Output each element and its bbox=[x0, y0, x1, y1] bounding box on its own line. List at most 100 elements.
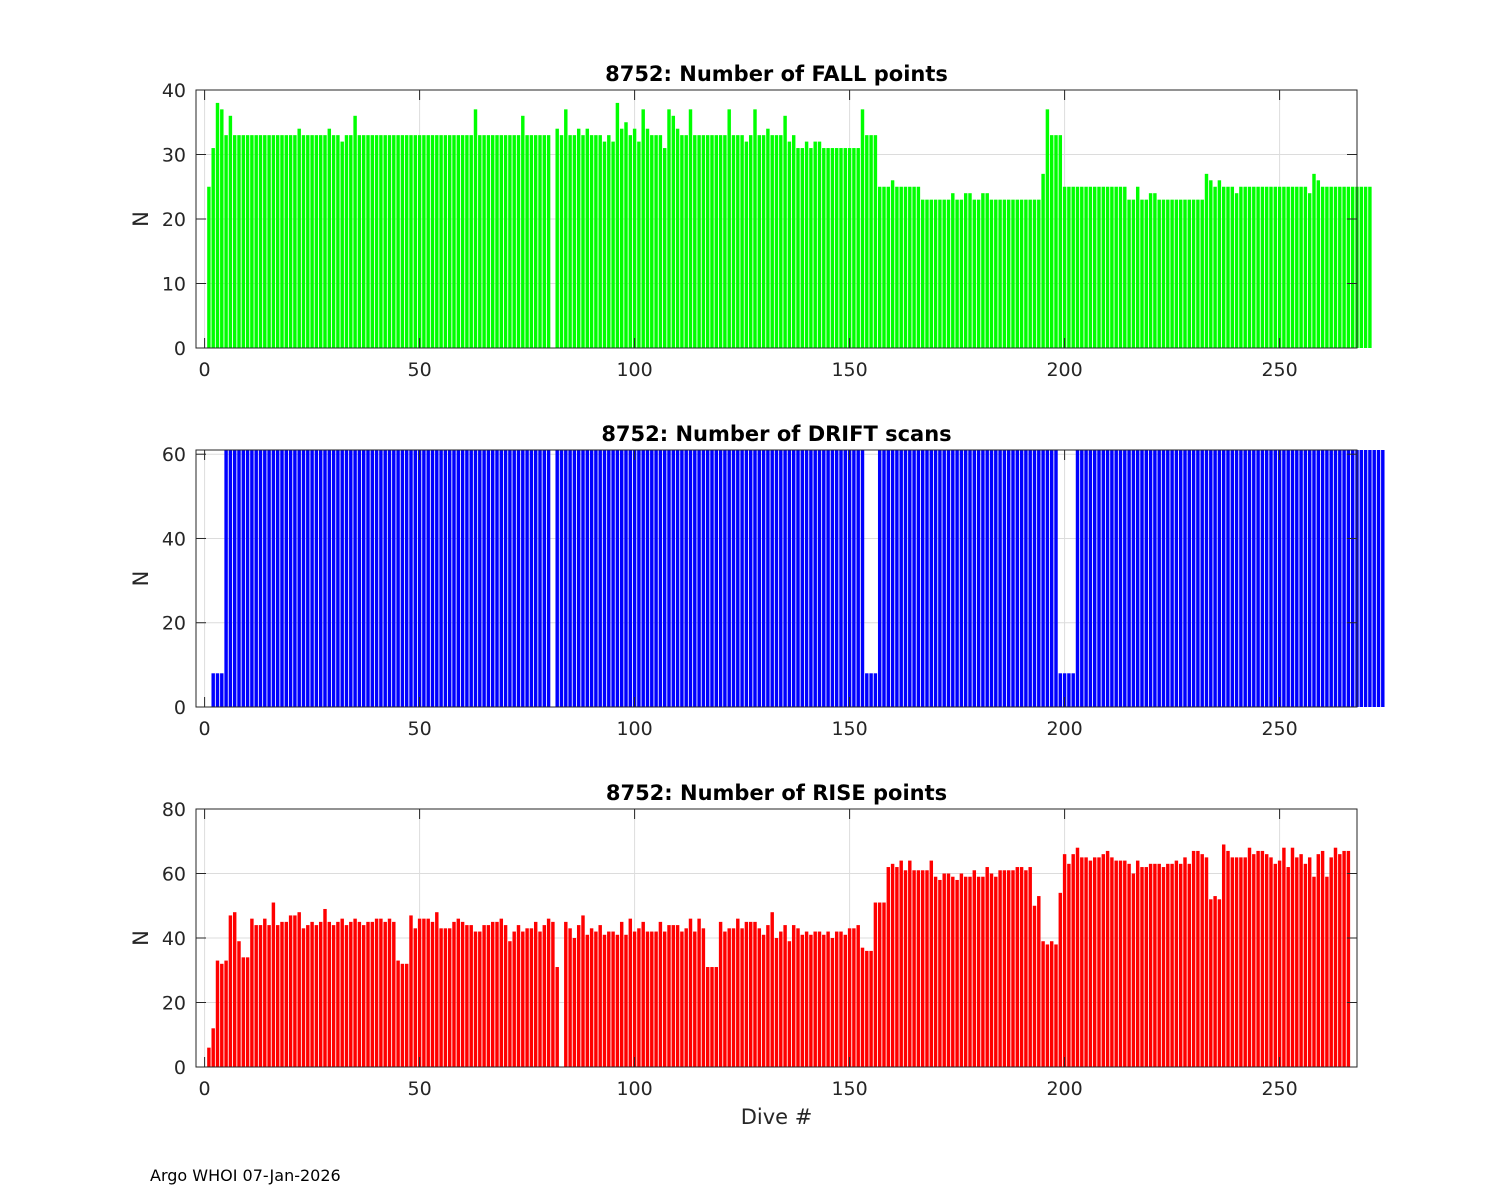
rise-bar bbox=[989, 873, 994, 1067]
drift-bar bbox=[989, 450, 994, 707]
drift-bar bbox=[723, 450, 727, 707]
rise-bar bbox=[207, 1047, 211, 1067]
fall-bar bbox=[1148, 193, 1153, 348]
fall-bar bbox=[968, 193, 972, 348]
fall-bar bbox=[508, 135, 512, 348]
fall-bar bbox=[787, 141, 792, 348]
rise-bar bbox=[508, 941, 512, 1067]
fall-bar bbox=[572, 135, 577, 348]
fall-bar bbox=[568, 135, 572, 348]
rise-bar bbox=[254, 925, 258, 1067]
rise-bar bbox=[916, 870, 921, 1067]
rise-bar bbox=[288, 915, 293, 1067]
drift-bar bbox=[753, 450, 757, 707]
fall-bar bbox=[925, 199, 929, 348]
fall-bar bbox=[331, 135, 336, 348]
fall-bar bbox=[284, 135, 289, 348]
rise-y-tick-label: 0 bbox=[174, 1057, 186, 1079]
rise-bar bbox=[882, 902, 886, 1067]
drift-bar bbox=[564, 450, 568, 707]
drift-bar bbox=[1346, 450, 1351, 707]
drift-x-tick-label: 200 bbox=[1046, 718, 1082, 740]
rise-bar bbox=[331, 925, 336, 1067]
fall-bar bbox=[1273, 186, 1278, 348]
drift-bar bbox=[1006, 450, 1011, 707]
fall-bar bbox=[1239, 186, 1243, 348]
rise-bar bbox=[232, 912, 237, 1067]
fall-bar bbox=[263, 135, 267, 348]
fall-bar bbox=[628, 135, 633, 348]
rise-bar bbox=[241, 957, 246, 1067]
fall-bar bbox=[1209, 180, 1213, 348]
fall-bar bbox=[559, 135, 564, 348]
fall-bar bbox=[297, 128, 301, 348]
rise-bar bbox=[323, 908, 327, 1067]
rise-bar bbox=[852, 928, 856, 1067]
drift-bar bbox=[718, 450, 723, 707]
drift-y-tick-label: 20 bbox=[162, 613, 186, 635]
rise-bar bbox=[1110, 857, 1114, 1067]
drift-bar bbox=[1062, 673, 1067, 707]
fall-bar bbox=[1368, 186, 1372, 348]
drift-bar bbox=[710, 450, 714, 707]
fall-bar bbox=[473, 109, 478, 348]
fall-y-tick-label: 30 bbox=[162, 145, 186, 167]
rise-bar bbox=[1097, 857, 1101, 1067]
rise-bar bbox=[1071, 854, 1075, 1067]
rise-bar bbox=[473, 931, 478, 1067]
drift-bar bbox=[435, 450, 439, 707]
fall-bar bbox=[361, 135, 366, 348]
rise-bar bbox=[284, 921, 289, 1067]
fall-bar bbox=[383, 135, 387, 348]
drift-bar bbox=[624, 450, 628, 707]
drift-bar bbox=[1338, 450, 1342, 707]
fall-bar bbox=[731, 135, 736, 348]
fall-bar bbox=[1325, 186, 1329, 348]
drift-bar bbox=[1372, 450, 1376, 707]
fall-bar bbox=[589, 135, 594, 348]
rise-bar bbox=[409, 915, 413, 1067]
rise-bar bbox=[435, 912, 439, 1067]
fall-bar bbox=[1187, 199, 1192, 348]
fall-bar bbox=[323, 135, 327, 348]
drift-bar bbox=[1131, 450, 1136, 707]
fall-bar bbox=[430, 135, 435, 348]
drift-bar bbox=[1230, 450, 1235, 707]
drift-bar bbox=[873, 673, 878, 707]
fall-bar bbox=[1260, 186, 1265, 348]
rise-bar bbox=[723, 931, 727, 1067]
rise-bar bbox=[211, 1028, 215, 1067]
drift-bar bbox=[770, 450, 774, 707]
rise-bar bbox=[787, 941, 792, 1067]
fall-bar bbox=[1320, 186, 1325, 348]
fall-bar bbox=[1080, 186, 1084, 348]
drift-bar bbox=[460, 450, 465, 707]
drift-bar bbox=[890, 450, 895, 707]
rise-bar bbox=[985, 867, 989, 1067]
rise-bar bbox=[417, 918, 422, 1067]
drift-bar bbox=[361, 450, 366, 707]
drift-bar bbox=[607, 450, 611, 707]
drift-bar bbox=[1049, 450, 1054, 707]
fall-bar bbox=[1157, 199, 1161, 348]
rise-bar bbox=[1166, 863, 1170, 1067]
drift-y-tick-label: 0 bbox=[174, 697, 186, 719]
fall-bar bbox=[585, 128, 590, 348]
rise-bar bbox=[1067, 863, 1071, 1067]
drift-y-tick-label: 40 bbox=[162, 528, 186, 550]
drift-bar bbox=[1045, 450, 1050, 707]
rise-bar bbox=[572, 938, 577, 1067]
rise-bar bbox=[869, 950, 873, 1067]
drift-bar bbox=[899, 450, 903, 707]
drift-bar bbox=[1028, 450, 1032, 707]
fall-bar bbox=[254, 135, 258, 348]
drift-bar bbox=[275, 450, 280, 707]
rise-bar bbox=[714, 967, 719, 1067]
fall-bar bbox=[426, 135, 430, 348]
drift-bar bbox=[581, 450, 585, 707]
rise-bar bbox=[538, 931, 542, 1067]
drift-bar bbox=[1381, 450, 1385, 707]
fall-y-axis-label: N bbox=[129, 211, 153, 227]
rise-bar bbox=[761, 934, 766, 1067]
fall-bar bbox=[899, 186, 903, 348]
